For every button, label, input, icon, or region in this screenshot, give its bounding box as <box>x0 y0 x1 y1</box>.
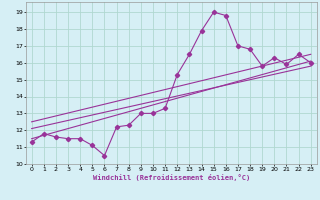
X-axis label: Windchill (Refroidissement éolien,°C): Windchill (Refroidissement éolien,°C) <box>92 174 250 181</box>
